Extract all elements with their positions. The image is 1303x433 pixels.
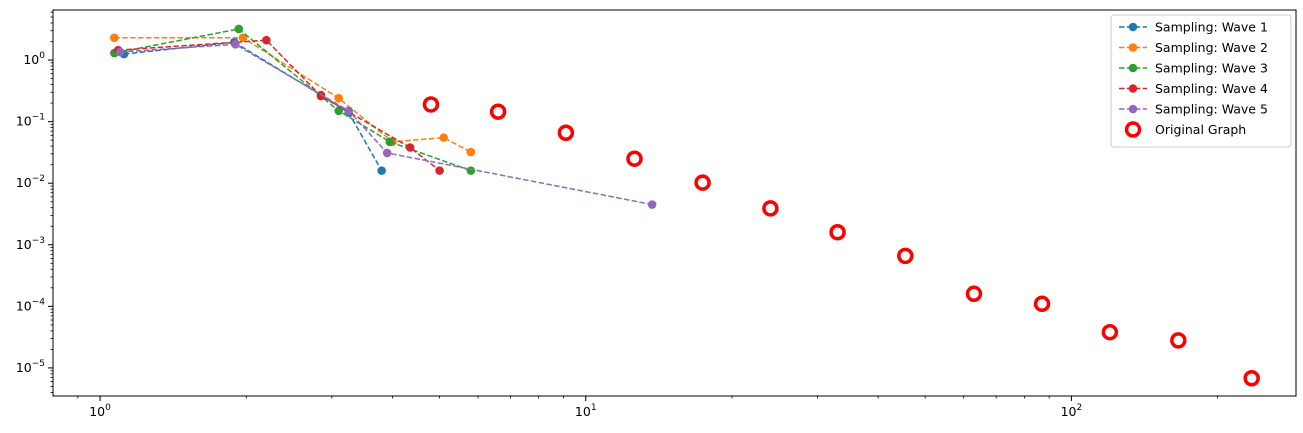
legend-marker: [1128, 63, 1138, 73]
data-point: [344, 106, 353, 116]
data-point: [1033, 295, 1051, 313]
data-point: [829, 223, 846, 241]
legend-entry: Sampling: Wave 3: [1119, 61, 1268, 76]
series-1: [119, 37, 386, 175]
legend-entry: Sampling: Wave 4: [1119, 81, 1268, 96]
series-line: [114, 37, 472, 153]
data-point: [694, 174, 711, 191]
data-point: [489, 103, 507, 120]
data-point: [1243, 369, 1260, 387]
data-point: [626, 150, 643, 167]
data-point: [115, 47, 125, 57]
plot-marks: [110, 24, 1260, 387]
data-point: [466, 166, 476, 175]
plot-area-frame: [52, 9, 1297, 397]
y-tick-label: 10−5: [16, 359, 45, 375]
legend-entry: Sampling: Wave 1: [1119, 20, 1268, 35]
x-tick-label: 100: [89, 403, 111, 419]
series-line: [114, 28, 472, 172]
legend-label: Sampling: Wave 3: [1155, 61, 1268, 76]
legend-marker: [1128, 84, 1138, 93]
data-point: [965, 285, 983, 303]
data-point: [231, 40, 240, 49]
data-point: [385, 137, 395, 147]
series-line: [123, 41, 383, 172]
legend: Sampling: Wave 1 Sampling: Wave 2 Sampling…: [1110, 14, 1292, 148]
series-3: [110, 24, 476, 175]
series-6: [422, 96, 1260, 387]
x-tick-label: 101: [575, 403, 597, 419]
data-point: [334, 93, 344, 103]
data-point: [647, 200, 657, 209]
data-point: [557, 124, 575, 141]
data-point: [1170, 332, 1187, 349]
legend-marker: [1124, 121, 1142, 138]
data-point: [762, 200, 779, 217]
legend-marker: [1128, 22, 1138, 32]
data-point: [110, 33, 119, 43]
y-tick-label: 10−1: [16, 113, 45, 129]
series-2: [110, 33, 476, 157]
data-point: [435, 166, 444, 175]
legend-label: Original Graph: [1155, 122, 1246, 137]
series-line: [120, 43, 653, 206]
data-point: [262, 35, 271, 45]
series-5: [115, 40, 657, 209]
legend-box: [1110, 14, 1292, 148]
data-point: [405, 143, 415, 152]
legend-entry: Sampling: Wave 5: [1119, 102, 1268, 117]
data-point: [234, 24, 244, 34]
y-tick-label: 100: [23, 51, 45, 67]
data-point: [377, 166, 386, 175]
legend-label: Sampling: Wave 1: [1155, 20, 1268, 35]
data-point: [422, 96, 440, 113]
data-point: [1101, 323, 1119, 341]
data-point: [897, 247, 914, 265]
y-tick-label: 10−4: [16, 297, 45, 313]
y-tick-label: 10−2: [16, 174, 45, 190]
legend-entry: Original Graph: [1124, 121, 1246, 138]
legend-marker: [1128, 43, 1138, 52]
legend-marker: [1128, 104, 1138, 114]
x-tick-label: 102: [1061, 403, 1083, 419]
data-point: [316, 91, 326, 101]
legend-label: Sampling: Wave 2: [1155, 40, 1268, 55]
data-point: [382, 148, 392, 158]
axis-ticks: 100 101 102 100 10−1 10−2 10−3 10−4 10−5: [16, 11, 1219, 419]
data-point: [238, 33, 248, 43]
y-tick-label: 10−3: [16, 236, 45, 252]
legend-label: Sampling: Wave 5: [1155, 102, 1268, 117]
series-4: [113, 35, 444, 175]
data-point: [466, 147, 476, 157]
legend-label: Sampling: Wave 4: [1155, 81, 1268, 96]
data-point: [439, 133, 449, 142]
data-point: [334, 106, 344, 116]
legend-entry: Sampling: Wave 2: [1119, 40, 1268, 55]
